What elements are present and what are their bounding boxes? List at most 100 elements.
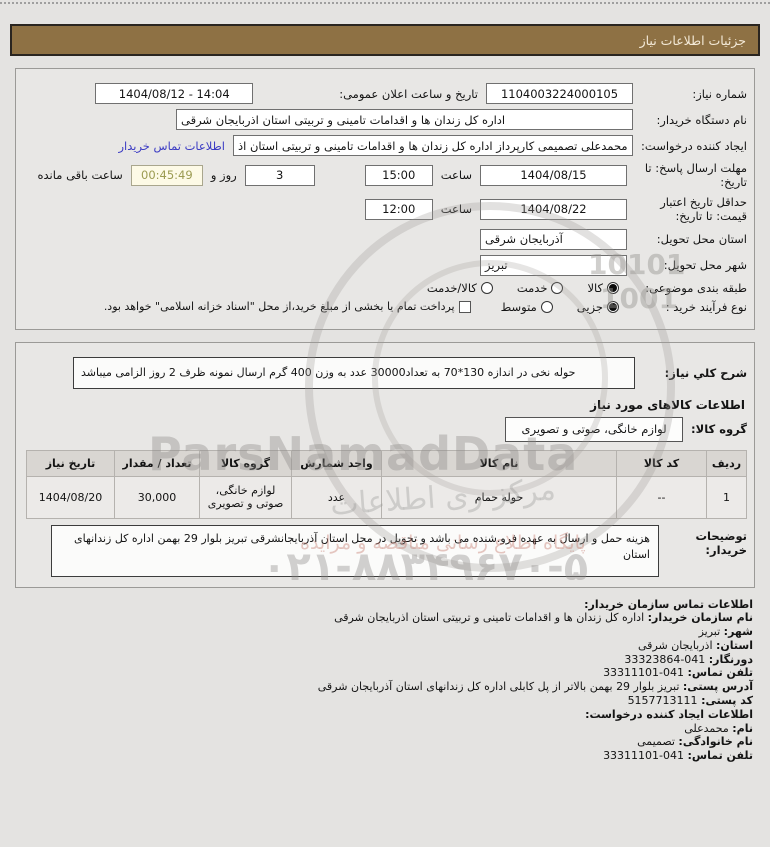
treasury-checkbox[interactable]	[458, 300, 471, 313]
buyer-org-row: نام دستگاه خریدار: اداره کل زندان ها و ا…	[23, 109, 747, 130]
request-creator-row: ایجاد کننده درخواست: محمدعلی تصمیمی کارپ…	[23, 135, 747, 156]
buyer-notes-row: توضیحات خریدار: هزینه حمل و ارسال به عهد…	[23, 524, 748, 577]
radio-goods-service-icon[interactable]	[480, 281, 493, 294]
delivery-city-row: شهر محل تحویل: تبریز	[23, 254, 747, 276]
category-option-service[interactable]: خدمت	[517, 281, 564, 295]
deadline-hour-label: ساعت	[440, 168, 472, 183]
delivery-province-row: استان محل تحویل: آذربایجان شرقی	[23, 228, 747, 250]
cell-item-name: حوله حمام	[381, 475, 617, 519]
first-name-value: محمدعلی	[684, 721, 729, 735]
contact-line: کد پستی: 5157713111	[17, 694, 753, 708]
contact-line: نام: محمدعلی	[17, 722, 753, 736]
validity-time-field[interactable]: 12:00	[364, 198, 433, 220]
need-description-row: شرح کلي نیاز: حوله نخی در اندازه 130*70 …	[23, 356, 747, 389]
price-validity-label: حداقل تاریخ اعتبار قیمت: تا تاریخ:	[660, 194, 747, 224]
category-service-label: خدمت	[516, 280, 548, 295]
need-number-field[interactable]: 1104003224000105	[486, 83, 633, 104]
contact-info-section: اطلاعات تماس سازمان خریدار: نام سازمان خ…	[17, 598, 753, 764]
postal-address-value: تبریز بلوار 29 بهمن بالاتر از پل کابلی ا…	[317, 680, 680, 694]
creator-phone-label: تلفن تماس:	[687, 749, 753, 763]
process-medium-label: متوسط	[500, 299, 537, 314]
contact-line: استان: اذربایجان شرقی	[17, 639, 753, 653]
creator-contact-title: اطلاعات ایجاد کننده درخواست:	[585, 707, 753, 721]
col-unit: واحد شمارش	[291, 449, 382, 477]
cell-row-number: 1	[706, 475, 747, 519]
radio-goods-selected-icon[interactable]	[607, 281, 619, 294]
price-validity-row: حداقل تاریخ اعتبار قیمت: تا تاریخ: 1404/…	[23, 195, 747, 224]
announce-datetime-field[interactable]: 1404/08/12 - 14:04	[95, 83, 254, 104]
process-option-partial[interactable]: جزیی	[577, 300, 619, 314]
col-need-date: تاریخ نیاز	[26, 449, 115, 477]
treasury-note: پرداخت تمام یا بخشی از مبلغ خرید،از محل …	[103, 300, 455, 313]
creator-phone-value: 33311101-041	[603, 749, 685, 763]
phone-label: تلفن تماس:	[687, 666, 753, 680]
category-option-goods-service[interactable]: کالا/خدمت	[427, 281, 493, 295]
city-label: شهر:	[723, 625, 753, 639]
need-description-label: شرح کلي نیاز:	[664, 365, 747, 380]
cell-unit: عدد	[291, 475, 382, 519]
cell-need-date: 1404/08/20	[26, 475, 115, 519]
radio-partial-selected-icon[interactable]	[607, 300, 619, 313]
goods-section-title: اطلاعات کالاهای مورد نیاز	[590, 397, 745, 412]
buyer-org-field[interactable]: اداره کل زندان ها و اقدامات تامینی و ترب…	[176, 109, 633, 130]
process-partial-label: جزیی	[576, 299, 603, 314]
remaining-days-label: روز و	[210, 168, 237, 183]
col-item-name: نام کالا	[381, 449, 617, 477]
contact-line: دورنگار: 33323864-041	[17, 653, 753, 667]
delivery-province-label: استان محل تحویل:	[656, 231, 747, 246]
col-row-number: ردیف	[706, 449, 747, 477]
radio-service-icon[interactable]	[551, 281, 564, 294]
cell-group: لوازم خانگی، صوتی و تصویری	[199, 475, 292, 519]
request-creator-field[interactable]: محمدعلی تصمیمی کارپرداز اداره کل زندان ه…	[233, 135, 633, 156]
delivery-province-field[interactable]: آذربایجان شرقی	[480, 228, 627, 250]
validity-date-field[interactable]: 1404/08/22	[480, 198, 627, 220]
contact-line: آدرس پستی: تبریز بلوار 29 بهمن بالاتر از…	[17, 680, 753, 694]
countdown-label: ساعت باقی مانده	[37, 168, 123, 183]
goods-table: ردیف کد کالا نام کالا واحد شمارش گروه کا…	[26, 449, 747, 519]
buyer-notes-box: هزینه حمل و ارسال به عهده فرو.شنده می با…	[51, 524, 659, 577]
city-value: تبریز	[698, 625, 721, 639]
radio-medium-icon[interactable]	[540, 300, 553, 313]
buyer-contact-link[interactable]: اطلاعات تماس خریدار	[118, 138, 225, 153]
goods-info-panel: شرح کلي نیاز: حوله نخی در اندازه 130*70 …	[15, 341, 755, 588]
goods-table-row: 1 -- حوله حمام عدد لوازم خانگی، صوتی و ت…	[26, 475, 747, 519]
contact-line: نام خانوادگی: تصمیمی	[17, 735, 753, 749]
validity-hour-label: ساعت	[440, 202, 472, 217]
category-goods-service-label: کالا/خدمت	[426, 280, 477, 295]
delivery-city-label: شهر محل تحویل:	[663, 257, 747, 272]
col-quantity: تعداد / مقدار	[114, 449, 200, 477]
buyer-org-label: نام دستگاه خریدار:	[656, 112, 747, 127]
need-info-panel: شماره نیاز: 1104003224000105 تاریخ و ساع…	[15, 68, 755, 330]
goods-table-header-row: ردیف کد کالا نام کالا واحد شمارش گروه کا…	[26, 449, 747, 477]
remaining-days-field[interactable]: 3	[244, 164, 315, 186]
treasury-option[interactable]: پرداخت تمام یا بخشی از مبلغ خرید،از محل …	[104, 300, 471, 313]
buyer-notes-label: توضیحات خریدار:	[695, 528, 748, 558]
purchase-process-label: نوع فرآیند خرید :	[665, 299, 747, 314]
top-dotted-divider	[0, 2, 770, 4]
province-label: استان:	[716, 638, 753, 652]
goods-group-box[interactable]: لوازم خانگی، صوتی و تصویری	[505, 416, 684, 442]
announce-datetime-label: تاریخ و ساعت اعلان عمومی:	[339, 86, 478, 101]
category-option-goods[interactable]: کالا	[587, 281, 619, 295]
delivery-city-field[interactable]: تبریز	[480, 254, 627, 276]
last-name-label: نام خانوادگی:	[678, 735, 753, 749]
last-name-value: تصمیمی	[637, 735, 675, 749]
need-description-box: حوله نخی در اندازه 130*70 به تعداد30000 …	[73, 356, 635, 389]
subject-category-label: طبقه بندی موضوعی:	[645, 280, 747, 295]
deadline-time-field[interactable]: 15:00	[364, 164, 433, 186]
page-title: جزئیات اطلاعات نیاز	[639, 32, 746, 48]
phone-value: 33311101-041	[603, 666, 685, 680]
org-name-value: اداره کل زندان ها و اقدامات تامینی و ترب…	[334, 611, 645, 625]
process-option-medium[interactable]: متوسط	[501, 300, 553, 314]
deadline-date-field[interactable]: 1404/08/15	[480, 164, 627, 186]
fax-value: 33323864-041	[624, 652, 706, 666]
category-goods-label: کالا	[587, 280, 603, 295]
province-value: اذربایجان شرقی	[638, 638, 713, 652]
need-number-label: شماره نیاز:	[692, 86, 747, 101]
subject-category-row: طبقه بندی موضوعی: کالا خدمت کالا/خدمت	[23, 281, 747, 295]
org-name-label: نام سازمان خریدار:	[647, 611, 753, 625]
postal-code-label: کد پستی:	[701, 694, 753, 708]
postal-code-value: 5157713111	[627, 694, 698, 708]
col-item-code: کد کالا	[616, 449, 707, 477]
